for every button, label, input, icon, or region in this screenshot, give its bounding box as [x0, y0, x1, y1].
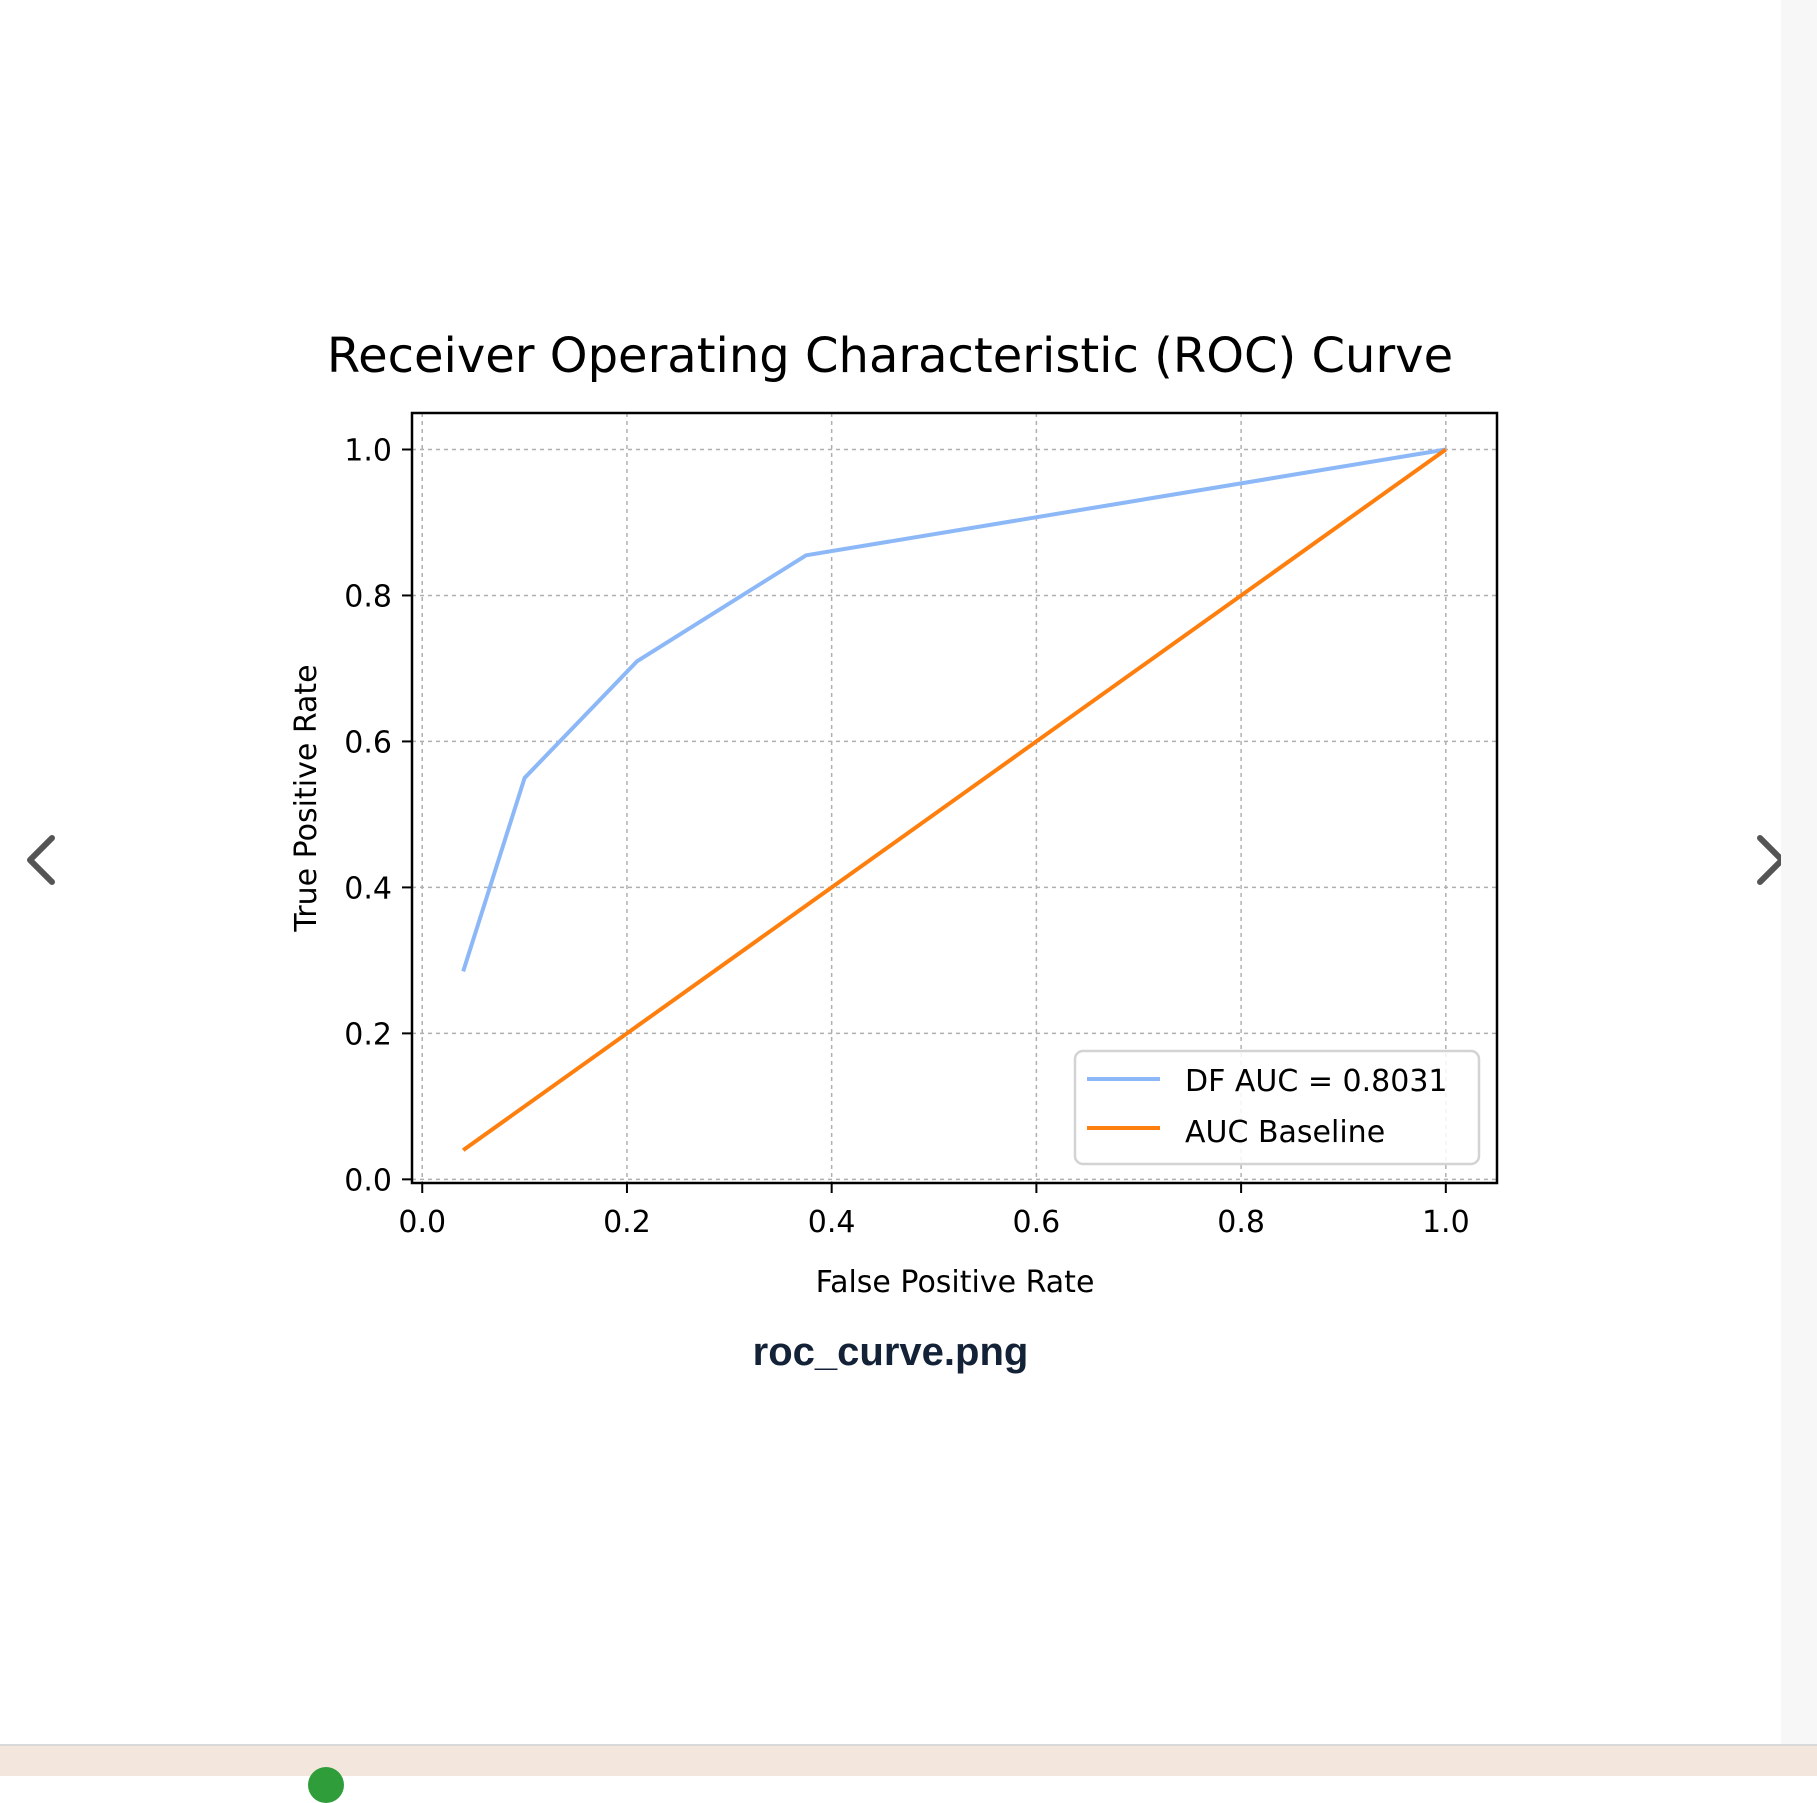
scrollbar-track[interactable]	[1781, 0, 1817, 1744]
y-tick-label: 0.0	[344, 1163, 392, 1198]
legend-label-df: DF AUC = 0.8031	[1185, 1064, 1448, 1099]
y-tick-label: 0.2	[344, 1017, 392, 1052]
y-axis-label: True Positive Rate	[289, 664, 324, 932]
previous-image-button[interactable]	[12, 830, 72, 890]
x-tick-label: 0.8	[1217, 1205, 1265, 1240]
y-tick-label: 0.6	[344, 725, 392, 760]
status-bar	[0, 1744, 1817, 1776]
y-tick-label: 0.8	[344, 579, 392, 614]
x-tick-label: 0.2	[603, 1205, 651, 1240]
legend: DF AUC = 0.8031 AUC Baseline	[1073, 1049, 1481, 1166]
x-tick-label: 0.4	[808, 1205, 856, 1240]
y-tick-label: 0.4	[344, 871, 392, 906]
y-axis-ticks: 0.0 0.2 0.4 0.6 0.8 1.0	[344, 433, 412, 1198]
y-tick-label: 1.0	[344, 433, 392, 468]
image-caption: roc_curve.png	[752, 1330, 1029, 1374]
x-axis-ticks: 0.0 0.2 0.4 0.6 0.8 1.0	[398, 1183, 1470, 1240]
plot-frame	[410, 411, 1499, 1185]
roc-chart: Receiver Operating Characteristic (ROC) …	[289, 328, 1499, 1300]
status-indicator-icon	[308, 1767, 344, 1803]
legend-label-baseline: AUC Baseline	[1185, 1115, 1385, 1150]
x-tick-label: 1.0	[1422, 1205, 1470, 1240]
image-viewer: Receiver Operating Characteristic (ROC) …	[12, 328, 1785, 1374]
series-lines	[461, 447, 1447, 1152]
x-tick-label: 0.6	[1013, 1205, 1061, 1240]
baseline-line	[462, 447, 1447, 1152]
x-tick-label: 0.0	[398, 1205, 446, 1240]
df-roc-line	[461, 447, 1447, 972]
chevron-left-icon	[27, 835, 55, 885]
chart-title: Receiver Operating Characteristic (ROC) …	[327, 328, 1453, 384]
legend-box	[1073, 1049, 1481, 1166]
grid-lines	[412, 413, 1497, 1183]
x-axis-label: False Positive Rate	[816, 1265, 1095, 1300]
